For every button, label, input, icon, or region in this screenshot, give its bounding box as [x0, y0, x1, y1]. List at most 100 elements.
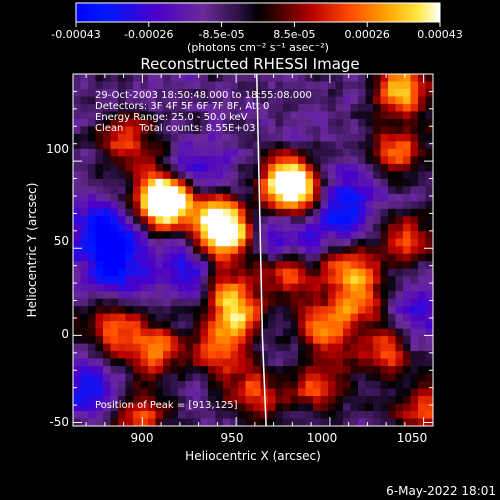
heatmap-cell — [103, 313, 112, 322]
y-tick-label-100: 100 — [46, 142, 69, 156]
heatmap-cell — [95, 111, 104, 120]
heatmap-cell — [425, 186, 433, 195]
heatmap-cell — [305, 358, 314, 367]
heatmap-cell — [425, 388, 433, 397]
heatmap-cell — [230, 111, 239, 120]
heatmap-cell — [193, 141, 202, 150]
heatmap-cell — [335, 358, 344, 367]
heatmap-cell — [215, 201, 224, 210]
heatmap-cell — [193, 388, 202, 397]
heatmap-cell — [275, 268, 284, 277]
heatmap-cell — [403, 118, 412, 128]
heatmap-cell — [223, 216, 232, 225]
heatmap-cell — [283, 163, 292, 172]
heatmap-cell — [253, 126, 262, 135]
heatmap-cell — [208, 88, 217, 98]
heatmap-cell — [223, 381, 232, 390]
heatmap-cell — [328, 193, 337, 202]
heatmap-cell — [253, 381, 262, 390]
heatmap-cell — [80, 223, 89, 232]
heatmap-cell — [283, 178, 292, 187]
heatmap-cell — [395, 74, 404, 83]
heatmap-cell — [148, 193, 157, 202]
heatmap-cell — [358, 328, 367, 337]
heatmap-cell — [140, 103, 149, 113]
heatmap-cell — [110, 313, 119, 322]
heatmap-cell — [373, 388, 382, 397]
heatmap-cell — [418, 283, 427, 292]
heatmap-cell — [208, 373, 217, 382]
heatmap-cell — [298, 133, 307, 142]
heatmap-cell — [403, 103, 412, 113]
heatmap-cell — [358, 74, 367, 83]
heatmap-cell — [313, 388, 322, 397]
heatmap-cell — [388, 343, 397, 352]
heatmap-cell — [380, 141, 389, 150]
heatmap-cell — [215, 163, 224, 172]
heatmap-cell — [140, 253, 149, 262]
heatmap-cell — [103, 103, 112, 113]
heatmap-cell — [320, 328, 329, 337]
heatmap-cell — [155, 403, 164, 412]
heatmap-cell — [358, 81, 367, 90]
heatmap-cell — [418, 298, 427, 307]
heatmap-cell — [268, 186, 277, 195]
heatmap-cell — [73, 231, 82, 240]
heatmap-cell — [125, 418, 134, 426]
heatmap-cell — [133, 216, 142, 225]
heatmap-cell — [320, 298, 329, 307]
heatmap-cell — [335, 141, 344, 150]
heatmap-cell — [170, 336, 179, 345]
heatmap-cell — [320, 276, 329, 285]
heatmap-cell — [133, 81, 142, 90]
heatmap-cell — [208, 118, 217, 128]
heatmap-cell — [425, 133, 433, 142]
heatmap-cell — [418, 178, 427, 187]
heatmap-cell — [73, 156, 82, 165]
heatmap-cell — [215, 343, 224, 352]
heatmap-cell — [388, 208, 397, 217]
heatmap-cell — [80, 216, 89, 225]
heatmap-cell — [283, 111, 292, 120]
heatmap-cell — [373, 148, 382, 157]
heatmap-cell — [268, 313, 277, 322]
heatmap-cell — [335, 298, 344, 307]
heatmap-cell — [418, 381, 427, 390]
heatmap-cell — [253, 261, 262, 270]
heatmap-cell — [73, 283, 82, 292]
heatmap-cell — [418, 336, 427, 345]
heatmap-cell — [275, 74, 284, 83]
heatmap-cell — [230, 298, 239, 307]
heatmap-cell — [335, 186, 344, 195]
heatmap-cell — [103, 156, 112, 165]
heatmap-cell — [170, 396, 179, 405]
heatmap-cell — [328, 223, 337, 232]
heatmap-cell — [125, 231, 134, 240]
heatmap-cell — [155, 193, 164, 202]
heatmap-cell — [313, 81, 322, 90]
heatmap-cell — [260, 291, 269, 300]
heatmap-cell — [163, 74, 172, 83]
heatmap-cell — [155, 418, 164, 426]
heatmap-cell — [313, 373, 322, 382]
heatmap-cell — [298, 253, 307, 262]
heatmap-cell — [163, 81, 172, 90]
heatmap-cell — [283, 268, 292, 277]
heatmap-cell — [335, 403, 344, 412]
heatmap-cell — [425, 328, 433, 337]
heatmap-cell — [185, 216, 194, 225]
heatmap-cell — [193, 291, 202, 300]
heatmap-cell — [350, 186, 359, 195]
heatmap-cell — [110, 201, 119, 210]
heatmap-cell — [118, 403, 127, 412]
heatmap-cell — [395, 298, 404, 307]
heatmap-cell — [133, 223, 142, 232]
heatmap-cell — [230, 388, 239, 397]
heatmap-cell — [73, 246, 82, 255]
heatmap-cell — [230, 306, 239, 315]
heatmap-cell — [208, 351, 217, 360]
heatmap-cell — [425, 81, 433, 90]
heatmap-cell — [395, 148, 404, 157]
heatmap-cell — [238, 328, 247, 337]
heatmap-cell — [110, 148, 119, 157]
